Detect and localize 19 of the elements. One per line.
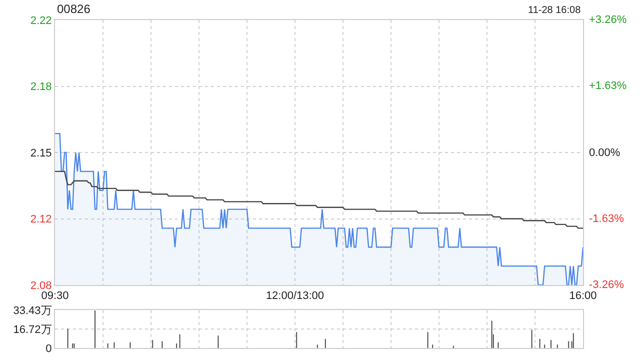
y-tick-label: 2.22 (30, 14, 52, 27)
y2-tick-label: -1.63% (589, 213, 624, 225)
y-tick-label: 16.72万 (13, 324, 52, 336)
y2-tick-label: -3.26% (589, 279, 624, 291)
x-tick-label: 16:00 (569, 290, 597, 302)
y2-tick-label: +3.26% (589, 14, 627, 26)
y-tick-label: 0 (46, 342, 52, 355)
y-tick-label: 2.08 (30, 280, 52, 292)
y-tick-label: 2.12 (30, 214, 52, 226)
y2-tick-label: +1.63% (589, 80, 627, 92)
y2-tick-label: 0.00% (589, 147, 620, 159)
y-tick-label: 33.43万 (13, 304, 52, 317)
line-series (55, 170, 583, 229)
x-tick-label: 12:00/13:00 (266, 290, 324, 302)
chart-title: 00826 (57, 2, 91, 16)
text: 11-28 16:08 (528, 5, 582, 16)
y-tick-label: 2.15 (30, 147, 52, 160)
y-tick-label: 2.18 (30, 81, 52, 94)
x-tick-label: 09:30 (41, 290, 69, 302)
